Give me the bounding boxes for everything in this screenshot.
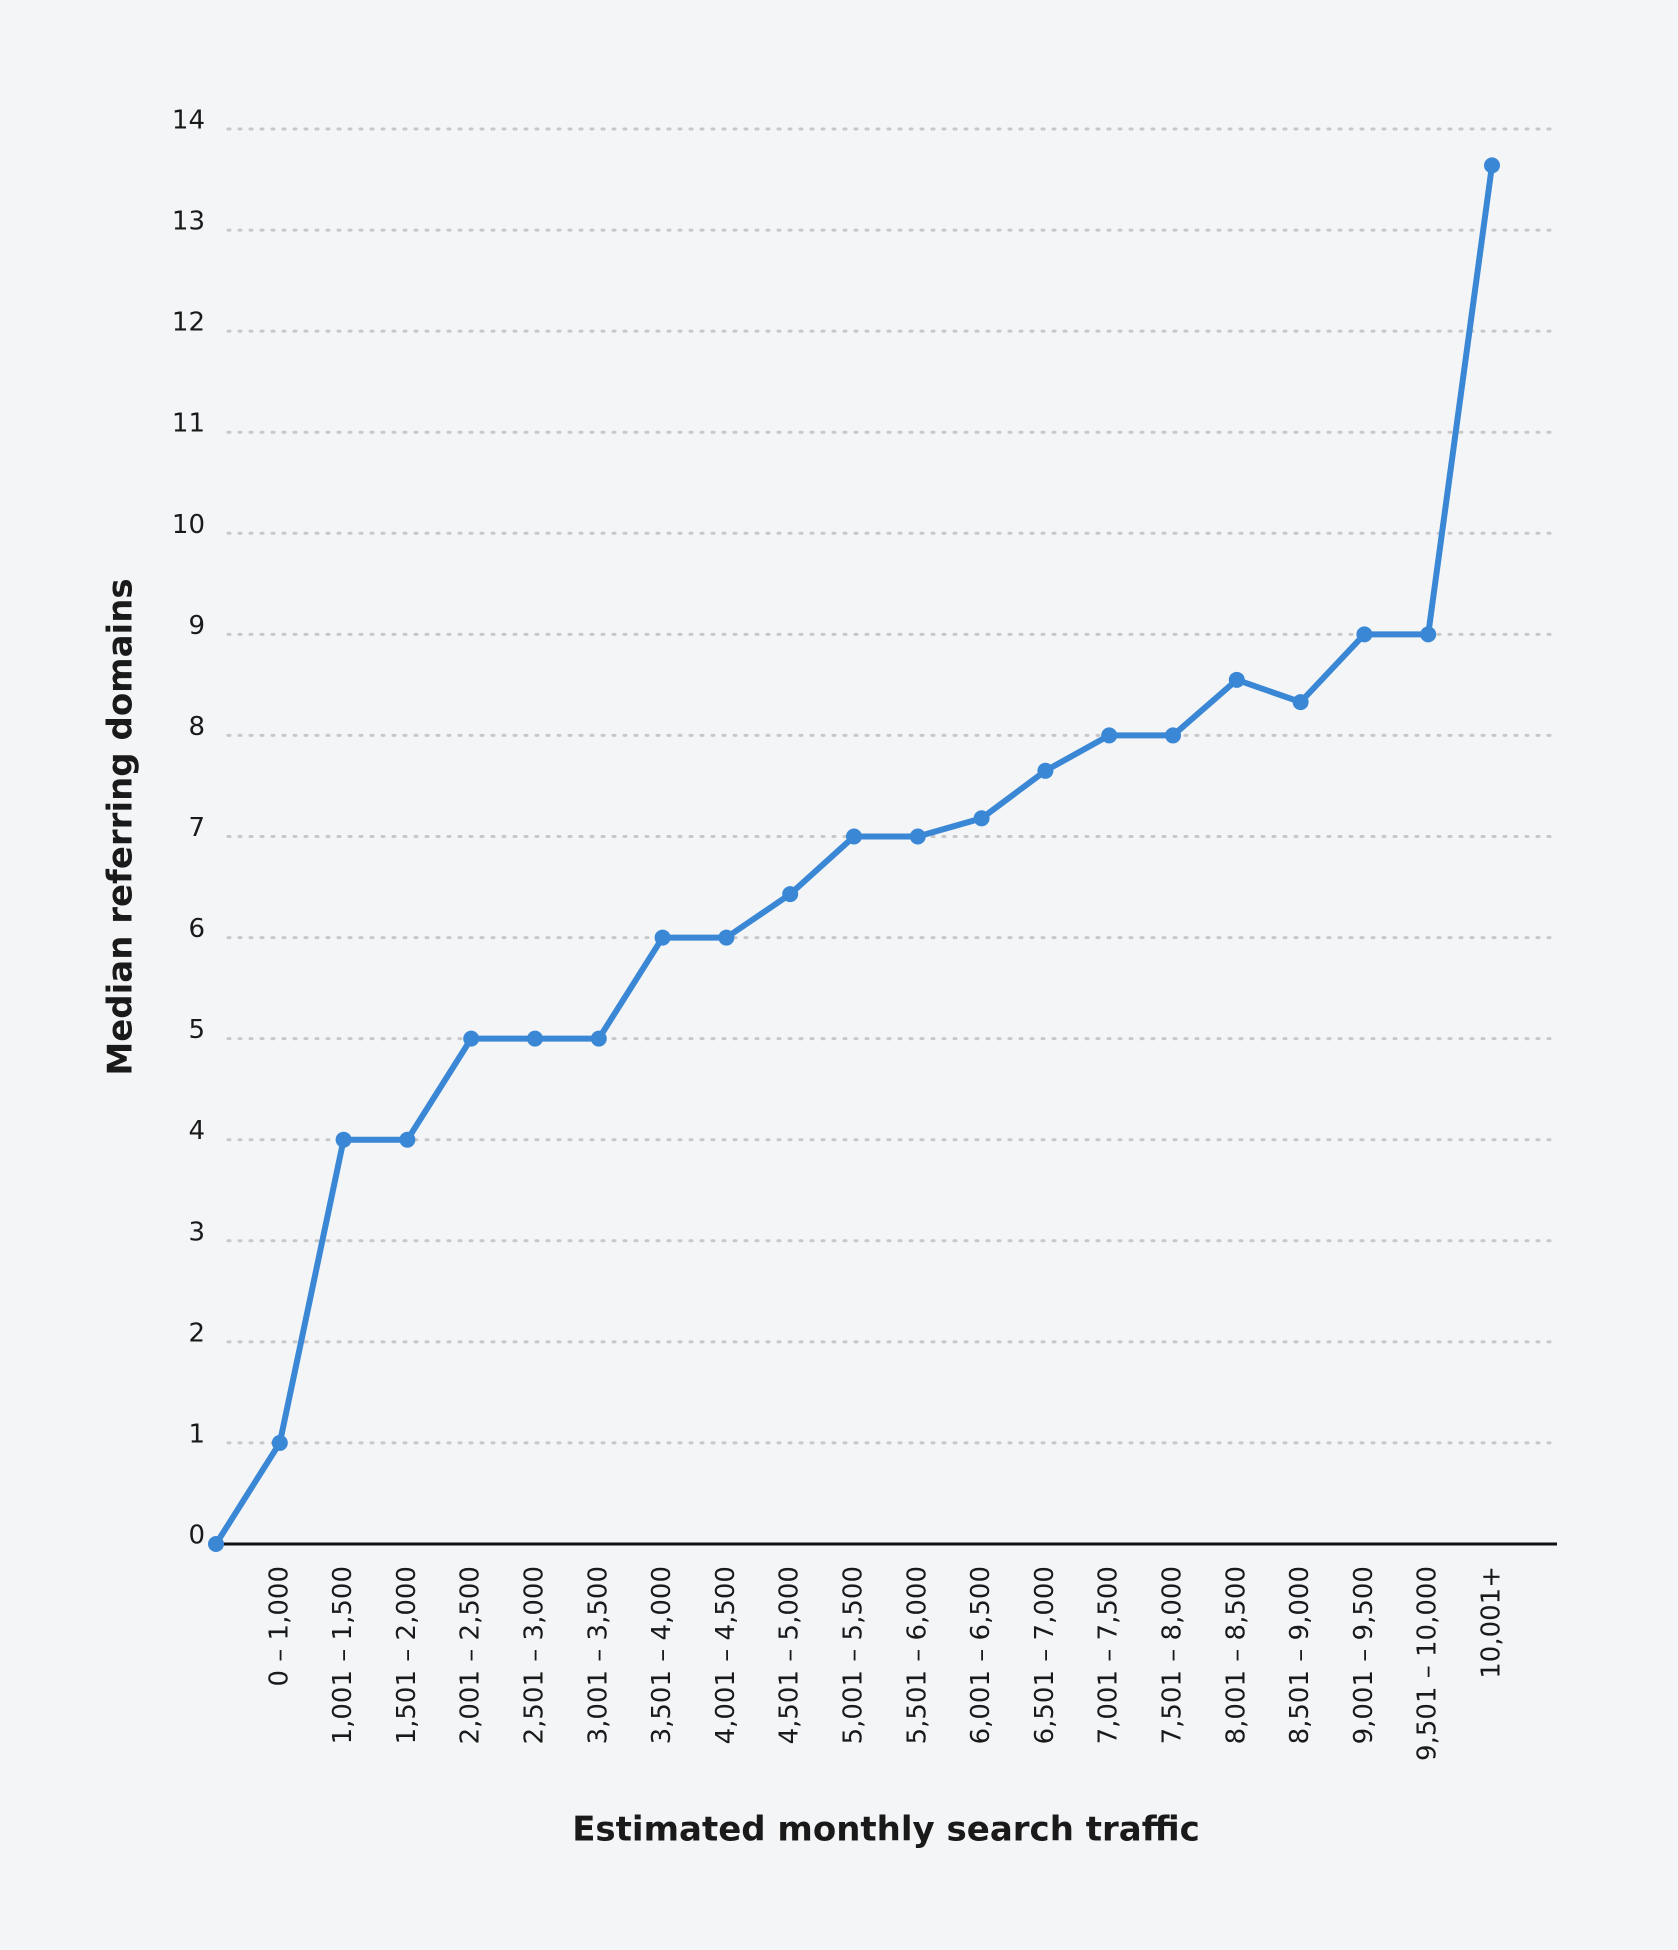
x-tick-label: 4,501 – 5,000 <box>775 1566 805 1744</box>
y-tick-label: 1 <box>188 1419 205 1449</box>
x-tick-label: 5,501 – 6,000 <box>902 1566 932 1744</box>
point <box>654 929 671 946</box>
point <box>1165 727 1181 744</box>
point <box>1228 671 1245 688</box>
point <box>1484 157 1500 174</box>
x-tick-label: 0 – 1,000 <box>264 1566 294 1687</box>
point <box>590 1030 607 1047</box>
point <box>1356 626 1373 643</box>
y-tick-label: 12 <box>172 308 205 338</box>
x-tick-label: 2,001 – 2,500 <box>456 1566 486 1744</box>
point <box>1101 727 1118 744</box>
y-tick-label: 7 <box>188 813 205 843</box>
point <box>718 929 735 946</box>
x-tick-label: 6,501 – 7,000 <box>1030 1566 1060 1744</box>
point <box>527 1030 543 1047</box>
point <box>208 1536 224 1552</box>
y-tick-label: 5 <box>188 1015 205 1045</box>
x-tick-label: 9,001 – 9,500 <box>1349 1566 1379 1744</box>
y-tick-label: 9 <box>188 611 205 641</box>
x-tick-label: 8,501 – 9,000 <box>1285 1566 1315 1744</box>
x-tick-label: 4,001 – 4,500 <box>711 1566 741 1744</box>
point <box>1292 694 1309 711</box>
point <box>909 828 926 845</box>
y-axis-title: Median referring domains <box>101 578 141 1075</box>
point <box>463 1030 480 1047</box>
y-tick-label: 0 <box>188 1521 205 1551</box>
x-tick-label: 8,001 – 8,500 <box>1221 1566 1251 1744</box>
x-tick-label: 2,501 – 3,000 <box>520 1566 550 1744</box>
point <box>271 1434 288 1451</box>
y-tick-label: 13 <box>172 207 205 237</box>
x-tick-label: 1,001 – 1,500 <box>328 1566 358 1744</box>
x-axis-title: Estimated monthly search traffic <box>572 1810 1200 1850</box>
x-tick-label: 3,001 – 3,500 <box>583 1566 613 1744</box>
point <box>782 886 799 903</box>
point <box>1420 626 1437 643</box>
y-tick-label: 4 <box>188 1116 205 1146</box>
y-tick-label: 10 <box>172 510 205 540</box>
point <box>1037 762 1054 779</box>
y-tick-label: 8 <box>188 712 205 742</box>
y-tick-label: 3 <box>188 1217 205 1247</box>
x-tick-label: 7,001 – 7,500 <box>1094 1566 1124 1744</box>
x-tick-label: 7,501 – 8,000 <box>1158 1566 1188 1744</box>
point <box>399 1131 416 1148</box>
x-tick-label: 3,501 – 4,000 <box>647 1566 677 1744</box>
point <box>335 1131 352 1148</box>
x-tick-label: 10,001+ <box>1477 1566 1507 1679</box>
point <box>846 828 862 845</box>
x-tick-label: 5,001 – 5,500 <box>839 1566 869 1744</box>
point <box>973 810 990 827</box>
y-tick-label: 6 <box>188 914 205 944</box>
y-tick-label: 14 <box>172 106 205 136</box>
x-tick-label: 9,501 – 10,000 <box>1413 1566 1443 1761</box>
x-tick-label: 1,501 – 2,000 <box>392 1566 422 1744</box>
y-tick-label: 11 <box>172 409 205 439</box>
x-tick-label: 6,001 – 6,500 <box>966 1566 996 1744</box>
y-tick-label: 2 <box>188 1318 205 1348</box>
